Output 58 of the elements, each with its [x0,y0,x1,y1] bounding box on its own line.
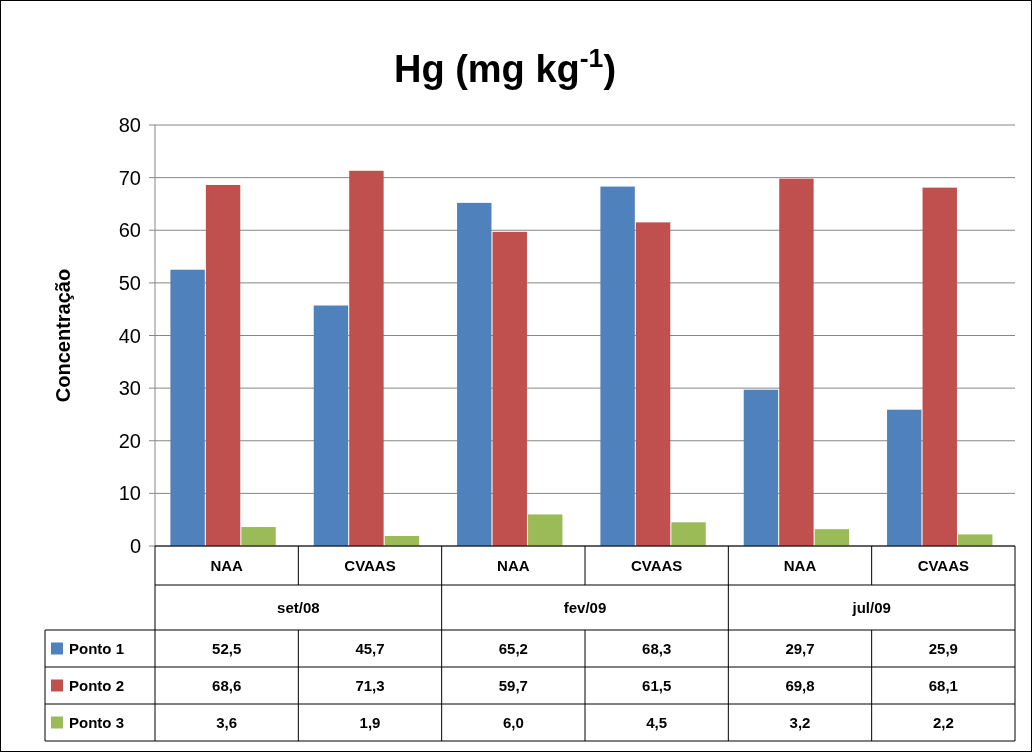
data-label: 1,9 [359,713,381,731]
data-label: 61,5 [642,676,672,694]
data-label: 52,5 [212,639,242,657]
bar [958,534,993,546]
bar [528,514,563,546]
data-label: 68,3 [642,639,672,657]
x-tick-label: NAA [497,556,530,574]
bar [205,184,241,546]
legend-label: Ponto 3 [69,713,124,731]
bar [814,529,850,546]
y-tick-label: 30 [118,377,141,400]
x-tick-label: NAA [783,556,817,574]
y-tick-label: 70 [118,166,141,189]
bar [887,409,922,546]
y-tick-label: 40 [118,324,141,347]
bar [922,187,957,546]
bar [241,527,276,546]
data-label: 71,3 [355,676,385,694]
data-label: 2,2 [932,713,954,731]
text: set/08 [277,598,320,616]
data-label: 25,9 [928,639,958,657]
x-tick-label: NAA [210,556,244,574]
x-tick-label: CVAAS [630,556,683,574]
y-tick-label: 80 [118,114,141,136]
bar [635,222,671,546]
data-label: 69,8 [785,676,815,694]
data-label: 3,2 [789,713,811,731]
bar [349,170,384,546]
data-label: 45,7 [355,639,385,657]
bar [600,186,635,546]
y-tick-label: 50 [118,271,141,294]
bar [743,389,779,546]
data-label: 29,7 [785,639,815,657]
data-label: 4,5 [646,713,668,731]
data-label: 68,6 [212,676,242,694]
legend-label: Ponto 1 [69,639,124,657]
data-label: 59,7 [498,676,528,694]
data-label: 68,1 [928,676,958,694]
bar [671,522,706,546]
y-axis-title: Concentração [52,268,74,403]
x-tick-label: CVAAS [917,556,970,574]
bar [457,202,492,546]
data-label: 3,6 [216,713,238,731]
y-tick-label: 0 [129,535,141,557]
y-tick-label: 10 [118,482,141,505]
bar [492,231,527,546]
text: jul/09 [851,598,891,616]
y-tick-label: 20 [118,429,141,452]
y-tick-label: 60 [118,219,141,242]
legend-label: Ponto 2 [69,676,124,694]
chart-title: Hg (mg kg$^{-1}$) [393,43,617,90]
data-label: 6,0 [502,713,524,731]
x-tick-label: CVAAS [344,556,396,574]
bar [170,269,205,546]
bar [779,178,814,546]
data-label: 65,2 [498,639,528,657]
text: fev/09 [563,598,607,616]
bar [313,305,349,546]
